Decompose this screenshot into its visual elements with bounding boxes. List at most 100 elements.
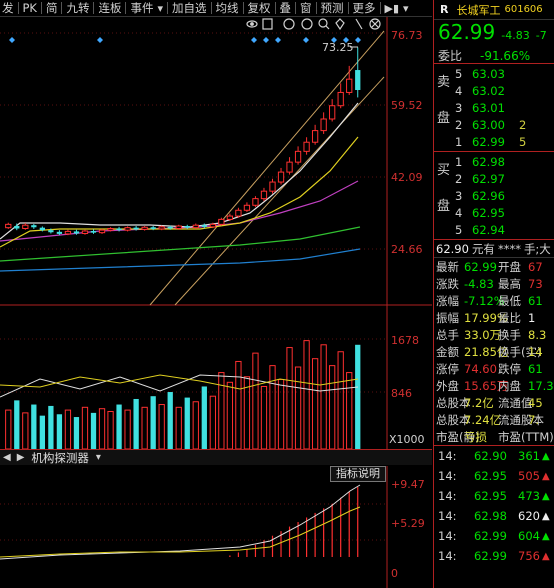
candle-body xyxy=(39,227,45,231)
weibi-row: 委比 -91.66% xyxy=(434,48,554,64)
event-marker-icon xyxy=(303,37,309,43)
orderbook-price: 62.96 xyxy=(472,188,505,203)
stat-row: 振幅 17.99% 量比 1 xyxy=(434,309,554,326)
chevron-down-icon[interactable]: ▾ xyxy=(403,1,409,15)
pin-icon[interactable]: ▶▮ xyxy=(384,1,400,15)
indicator-help-button[interactable]: 指标说明 xyxy=(330,466,386,482)
orderbook-row[interactable]: 1 62.98 xyxy=(434,153,554,170)
volume-unit: X1000 xyxy=(389,433,425,446)
toolbar-jiuzhuan[interactable]: 九转 xyxy=(66,1,90,15)
candle-body xyxy=(329,105,336,120)
stat-value: 8.3 xyxy=(528,327,547,342)
stat-row: 涨跌 -4.83 最高 73 xyxy=(434,275,554,292)
event-marker-icon xyxy=(331,37,337,43)
tick-time: 14: xyxy=(438,489,457,503)
copy-icon xyxy=(262,18,273,30)
price-tick: 59.52 xyxy=(391,99,423,112)
tick-time: 14: xyxy=(438,549,457,563)
candle-body xyxy=(252,198,259,206)
kline-chart[interactable]: 76.73 59.52 42.09 24.66 73.25 1678 846 X… xyxy=(0,17,432,588)
toolbar-fa[interactable]: 发 xyxy=(2,1,14,15)
tick-time: 14: xyxy=(438,469,457,483)
r-badge[interactable]: R xyxy=(440,3,449,16)
candle-body xyxy=(175,225,182,230)
tick-volume: 620 xyxy=(518,509,540,523)
candle-body xyxy=(48,230,54,233)
volume-ma-yellow xyxy=(0,374,359,390)
orderbook-row[interactable]: 2 63.00 2 xyxy=(434,116,554,133)
orderbook-row[interactable]: 4 62.95 xyxy=(434,204,554,221)
toolbar-forecast[interactable]: 预测 xyxy=(320,1,344,15)
stat-row: 最新 62.99 开盘 67 xyxy=(434,258,554,275)
toolbar-adjust[interactable]: 复权 xyxy=(247,1,271,15)
toolbar-shijian[interactable]: 事件 xyxy=(130,1,154,15)
stat-value: 74.60 xyxy=(464,361,497,376)
tick-volume: 505 xyxy=(518,469,540,483)
orderbook-level: 1 xyxy=(455,154,463,169)
orderbook-row[interactable]: 5 62.94 xyxy=(434,221,554,238)
candle-body xyxy=(277,171,285,183)
weibi-label: 委比 xyxy=(438,49,463,63)
stat-row: 总手 33.0万 换手 8.3 xyxy=(434,326,554,343)
volume-bar xyxy=(337,351,344,450)
toolbar-window[interactable]: 窗 xyxy=(300,1,312,15)
chevron-right-icon[interactable]: ▶ xyxy=(16,452,25,463)
orderbook-price: 62.98 xyxy=(472,154,505,169)
stat-label: 流通股本 xyxy=(498,412,544,427)
volume-bar xyxy=(320,344,327,450)
stat-value: -4.83 xyxy=(464,276,494,291)
tick-volume: 361 xyxy=(518,449,540,463)
orderbook-row[interactable]: 5 63.03 xyxy=(434,65,554,82)
orderbook-row[interactable]: 2 62.97 xyxy=(434,170,554,187)
tick-row: 14: 62.95 505 ▲ xyxy=(434,466,554,486)
candle-body xyxy=(124,227,131,231)
tab-indicator[interactable]: 机构探测器 xyxy=(31,450,89,465)
stat-value: 62.99 xyxy=(464,259,497,274)
volume-tick: 1678 xyxy=(391,334,419,347)
candles xyxy=(5,47,361,236)
toolbar-add-watchlist[interactable]: 加自选 xyxy=(172,1,207,15)
toolbar-lianban[interactable]: 连板 xyxy=(98,1,122,15)
toolbar-pk[interactable]: PK xyxy=(22,1,37,15)
ask-side-label: 盘 xyxy=(437,111,451,126)
volume-bar xyxy=(150,396,156,449)
macd-line-white xyxy=(0,484,361,560)
orderbook-row[interactable]: 1 62.99 5 xyxy=(434,133,554,150)
toolbar-moving-average[interactable]: 均线 xyxy=(215,1,239,15)
volume-bar xyxy=(56,414,63,449)
candle-body xyxy=(235,209,242,217)
stat-label: 总股本 xyxy=(436,395,471,410)
stat-value: 亏损 xyxy=(464,429,487,444)
tick-direction-icon: ▲ xyxy=(542,550,550,562)
candle-body xyxy=(311,130,319,143)
toolbar-jian[interactable]: 简 xyxy=(45,1,58,15)
tick-price: 62.99 xyxy=(474,529,507,543)
refresh-icon xyxy=(283,18,295,30)
orderbook-row[interactable]: 3 63.01 xyxy=(434,99,554,116)
chevron-down-icon[interactable]: ▾ xyxy=(95,452,101,463)
event-marker-icon xyxy=(275,37,281,43)
volume-bar xyxy=(277,379,285,450)
volume-bar xyxy=(311,358,319,450)
candle-body xyxy=(56,231,63,234)
volume-bar xyxy=(107,410,114,450)
chevron-left-icon[interactable]: ◀ xyxy=(3,452,11,463)
stat-label: 市盈(静) xyxy=(436,429,480,444)
orderbook-level: 2 xyxy=(455,117,463,132)
chevron-down-icon[interactable]: ▾ xyxy=(157,1,164,15)
diamond-icon xyxy=(335,18,345,31)
chart-tool-icons xyxy=(246,18,381,31)
pencil-icon xyxy=(355,18,363,30)
toolbar-more[interactable]: 更多 xyxy=(352,1,376,15)
stat-value: 45 xyxy=(528,395,543,410)
candle-body xyxy=(22,224,29,230)
toolbar-overlay[interactable]: 叠 xyxy=(279,1,292,15)
price-tick: 42.09 xyxy=(391,171,423,184)
volume-bar xyxy=(81,406,89,450)
stat-label: 换手(实) xyxy=(498,344,542,359)
stat-value: 17.3 xyxy=(528,378,554,393)
volume-bar xyxy=(116,404,122,449)
orderbook-row[interactable]: 4 63.02 xyxy=(434,82,554,99)
candle-body xyxy=(201,225,207,227)
orderbook-row[interactable]: 3 62.96 xyxy=(434,187,554,204)
